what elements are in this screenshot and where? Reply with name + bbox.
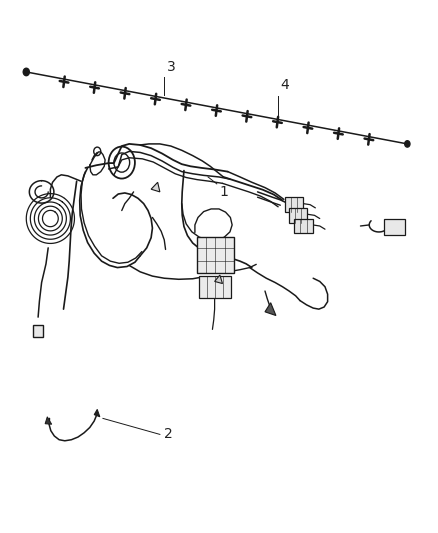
Text: 1: 1: [219, 185, 228, 199]
Bar: [199, 276, 231, 298]
Bar: [197, 237, 234, 273]
Bar: [384, 219, 405, 235]
Text: 2: 2: [164, 427, 173, 441]
Text: 3: 3: [166, 60, 175, 74]
Polygon shape: [215, 275, 223, 284]
Polygon shape: [265, 303, 276, 316]
Bar: [33, 325, 43, 337]
Polygon shape: [94, 409, 100, 417]
Bar: [285, 197, 303, 212]
Polygon shape: [151, 182, 160, 192]
Circle shape: [405, 141, 410, 147]
Bar: [289, 208, 307, 223]
Text: 4: 4: [280, 78, 289, 92]
Polygon shape: [45, 417, 52, 424]
Circle shape: [23, 68, 29, 76]
Bar: [294, 219, 313, 233]
